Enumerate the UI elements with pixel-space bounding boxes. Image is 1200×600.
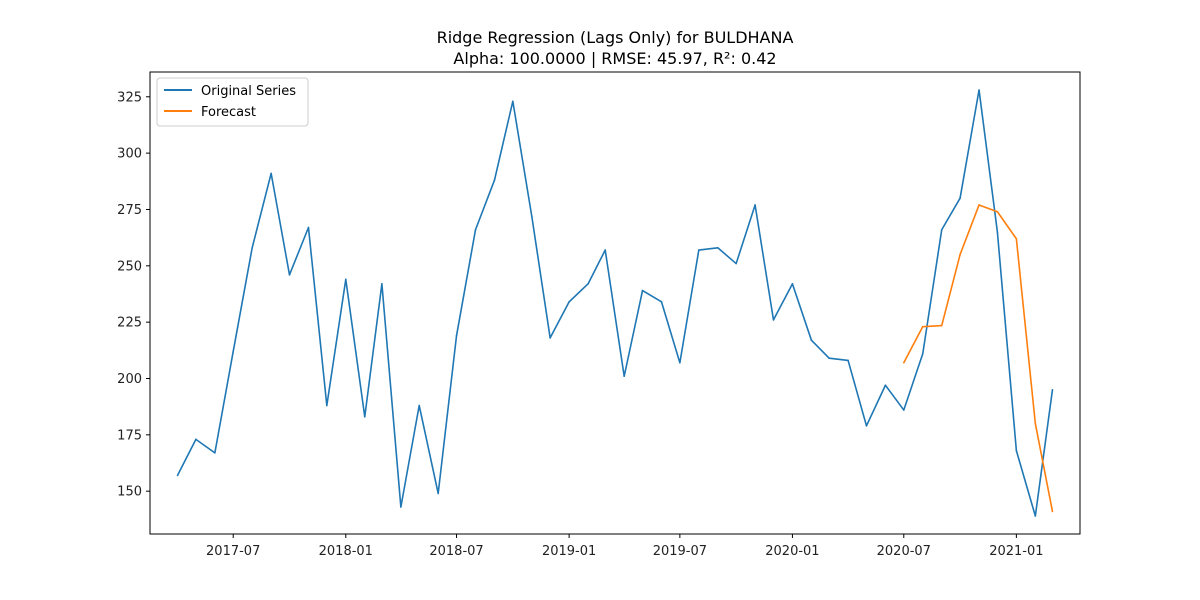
y-tick-label-1: 175 bbox=[117, 428, 142, 443]
data-point-original-series-7 bbox=[307, 226, 310, 229]
data-point-original-series-47 bbox=[1051, 388, 1054, 391]
legend: Original Series Forecast bbox=[156, 77, 309, 127]
data-point-original-series-11 bbox=[381, 283, 383, 285]
plot-frame bbox=[149, 71, 1081, 535]
data-point-original-series-15 bbox=[455, 334, 458, 337]
data-point-original-series-21 bbox=[568, 301, 570, 303]
data-point-original-series-20 bbox=[549, 337, 551, 339]
x-tick-label-2: 2018-07 bbox=[429, 544, 483, 559]
data-point-original-series-9 bbox=[344, 278, 347, 281]
data-point-forecast-8 bbox=[1051, 510, 1054, 513]
data-point-original-series-6 bbox=[288, 274, 291, 276]
data-point-forecast-0 bbox=[902, 361, 905, 364]
legend-label-forecast: Forecast bbox=[201, 105, 256, 120]
data-point-forecast-6 bbox=[1015, 237, 1018, 240]
plot-area: 2017-07 2018-01 2018-07 2019-01 2019-07 2020-… bbox=[117, 71, 1081, 559]
data-point-original-series-39 bbox=[902, 409, 905, 411]
data-point-original-series-30 bbox=[735, 262, 737, 265]
data-point-original-series-35 bbox=[828, 357, 830, 360]
data-point-original-series-22 bbox=[587, 283, 589, 285]
data-point-original-series-0 bbox=[176, 474, 179, 477]
x-tick-label-1: 2018-01 bbox=[319, 544, 373, 559]
x-tick-label-6: 2020-07 bbox=[877, 544, 931, 559]
data-point-forecast-5 bbox=[996, 210, 999, 213]
data-point-original-series-27 bbox=[679, 361, 681, 364]
x-tick-label-4: 2019-07 bbox=[653, 544, 707, 559]
data-point-original-series-40 bbox=[921, 352, 924, 355]
y-tick-label-3: 225 bbox=[117, 316, 142, 331]
x-tick-label-0: 2017-07 bbox=[206, 544, 260, 559]
y-tick-label-4: 250 bbox=[117, 259, 142, 274]
x-tick-label-7: 2021-01 bbox=[989, 544, 1043, 559]
data-point-original-series-24 bbox=[623, 375, 625, 378]
data-point-original-series-36 bbox=[847, 359, 849, 362]
data-point-original-series-43 bbox=[978, 89, 980, 91]
data-point-original-series-23 bbox=[604, 249, 607, 251]
x-axis: 2017-07 2018-01 2018-07 2019-01 2019-07 2020-… bbox=[206, 534, 1044, 559]
data-point-original-series-42 bbox=[959, 197, 961, 199]
data-point-original-series-34 bbox=[810, 339, 813, 341]
data-point-original-series-41 bbox=[940, 228, 943, 231]
data-point-original-series-37 bbox=[865, 425, 868, 427]
y-tick-label-0: 150 bbox=[117, 485, 142, 500]
data-point-original-series-32 bbox=[772, 319, 775, 321]
data-point-original-series-2 bbox=[214, 452, 216, 454]
series-layer bbox=[176, 89, 1054, 517]
data-point-original-series-18 bbox=[512, 100, 514, 103]
data-point-original-series-25 bbox=[641, 289, 644, 292]
x-tick-label-3: 2019-01 bbox=[542, 544, 596, 559]
data-point-original-series-28 bbox=[698, 249, 700, 251]
x-tick-label-5: 2020-01 bbox=[765, 544, 819, 559]
data-point-original-series-13 bbox=[418, 404, 421, 407]
y-tick-label-5: 275 bbox=[117, 203, 142, 218]
data-point-original-series-10 bbox=[363, 416, 366, 418]
y-tick-label-6: 300 bbox=[117, 147, 142, 162]
series-line-original-series bbox=[176, 89, 1054, 517]
y-tick-label-2: 200 bbox=[117, 372, 142, 387]
legend-label-original-series: Original Series bbox=[201, 84, 296, 99]
y-tick-label-7: 325 bbox=[117, 90, 142, 105]
data-point-original-series-8 bbox=[326, 404, 328, 407]
data-point-original-series-19 bbox=[530, 215, 533, 218]
data-point-original-series-17 bbox=[493, 179, 496, 181]
data-point-original-series-14 bbox=[437, 492, 439, 495]
y-axis: 150 175 200 225 250 275 300 325 bbox=[117, 90, 150, 500]
data-point-original-series-45 bbox=[1015, 449, 1018, 452]
chart-subtitle: Alpha: 100.0000 | RMSE: 45.97, R²: 0.42 bbox=[453, 49, 776, 68]
data-point-original-series-5 bbox=[270, 172, 272, 175]
data-point-original-series-12 bbox=[400, 506, 402, 508]
data-point-original-series-1 bbox=[195, 438, 197, 441]
data-point-forecast-4 bbox=[978, 204, 980, 206]
data-point-original-series-46 bbox=[1034, 515, 1037, 517]
data-point-forecast-3 bbox=[959, 253, 961, 256]
data-point-original-series-29 bbox=[716, 246, 719, 249]
data-point-original-series-38 bbox=[884, 384, 887, 387]
data-point-forecast-1 bbox=[921, 325, 924, 328]
data-point-original-series-31 bbox=[754, 204, 756, 206]
data-point-forecast-7 bbox=[1034, 422, 1037, 425]
chart-title: Ridge Regression (Lags Only) for BULDHAN… bbox=[437, 28, 794, 47]
data-point-original-series-44 bbox=[996, 231, 999, 233]
legend-box bbox=[156, 77, 309, 127]
data-point-original-series-3 bbox=[232, 350, 235, 353]
data-point-original-series-33 bbox=[791, 283, 794, 285]
data-point-original-series-16 bbox=[474, 228, 477, 231]
data-point-forecast-2 bbox=[940, 324, 943, 327]
data-point-original-series-4 bbox=[251, 246, 253, 249]
data-point-original-series-26 bbox=[660, 301, 663, 303]
